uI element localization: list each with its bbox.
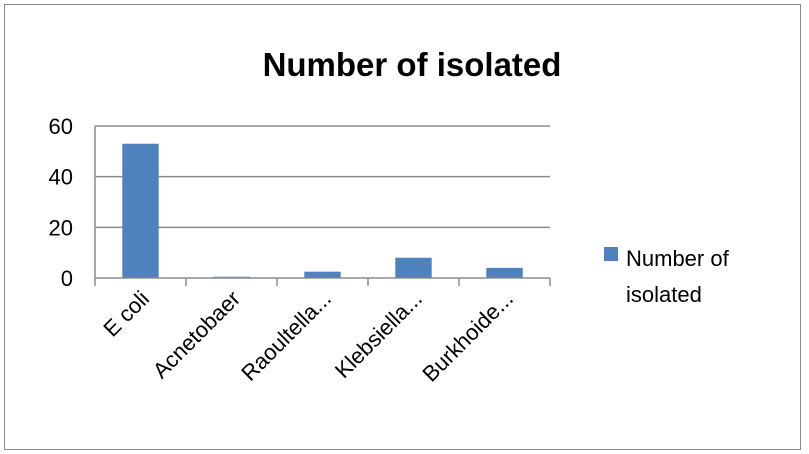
bar — [122, 143, 159, 278]
bar — [304, 271, 341, 278]
x-axis — [94, 126, 551, 286]
y-tick-label: 60 — [49, 114, 73, 139]
x-tick-label: Raoultella... — [236, 286, 336, 386]
x-axis-labels: E coliAcnetobaerRaoultella...Klebsiella.… — [98, 286, 518, 387]
chart-title: Number of isolated — [263, 46, 562, 83]
legend-label-line-2: isolated — [626, 282, 702, 307]
y-axis-ticks: 0 20 40 60 — [49, 114, 73, 291]
x-tick-label: E coli — [98, 286, 154, 342]
legend: Number of isolated — [604, 246, 730, 307]
gridlines — [95, 125, 550, 229]
y-tick-label: 0 — [61, 266, 73, 291]
bar — [395, 257, 432, 278]
y-tick-label: 40 — [49, 165, 73, 190]
bar — [486, 267, 523, 278]
bars — [122, 143, 523, 278]
x-tick-label: Klebsiella... — [330, 286, 427, 383]
x-tick-label: Acnetobaer — [148, 286, 245, 383]
legend-swatch — [604, 247, 618, 261]
x-tick-label: Burkhoide... — [417, 286, 518, 387]
legend-label-line-1: Number of — [626, 246, 730, 271]
y-tick-label: 20 — [49, 215, 73, 240]
